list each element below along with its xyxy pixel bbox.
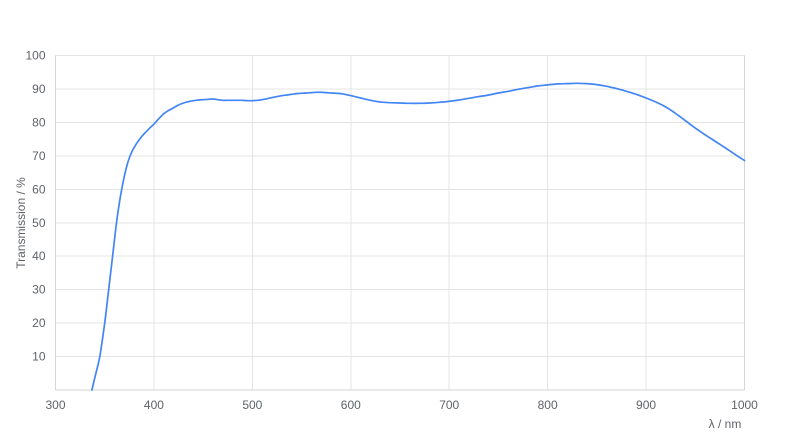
x-axis-title: λ / nm xyxy=(708,417,742,431)
transmission-line xyxy=(91,82,746,391)
x-tick-label: 300 xyxy=(45,398,65,412)
x-tick-label: 400 xyxy=(144,398,164,412)
y-tick-label: 60 xyxy=(32,182,46,196)
x-tick-label: 600 xyxy=(341,398,361,412)
gridlines xyxy=(55,55,745,391)
y-tick-label: 70 xyxy=(32,149,46,163)
y-tick-label: 40 xyxy=(32,249,46,263)
x-tick-label: 800 xyxy=(538,398,558,412)
tick-labels: 300 400 500 600 700 800 900 1000 10 20 30 40 50 60 70 8… xyxy=(25,49,758,413)
x-tick-label: 900 xyxy=(636,398,656,412)
y-tick-label: 30 xyxy=(32,283,46,297)
y-tick-label: 10 xyxy=(32,350,46,364)
y-tick-label: 90 xyxy=(32,82,46,96)
y-tick-label: 80 xyxy=(32,115,46,129)
y-tick-label: 100 xyxy=(25,49,45,63)
y-tick-label: 20 xyxy=(32,316,46,330)
y-axis-title: Transmission / % xyxy=(14,177,28,269)
x-tick-label: 700 xyxy=(439,398,459,412)
x-tick-label: 1000 xyxy=(731,398,758,412)
y-tick-label: 50 xyxy=(32,216,46,230)
x-tick-label: 500 xyxy=(242,398,262,412)
